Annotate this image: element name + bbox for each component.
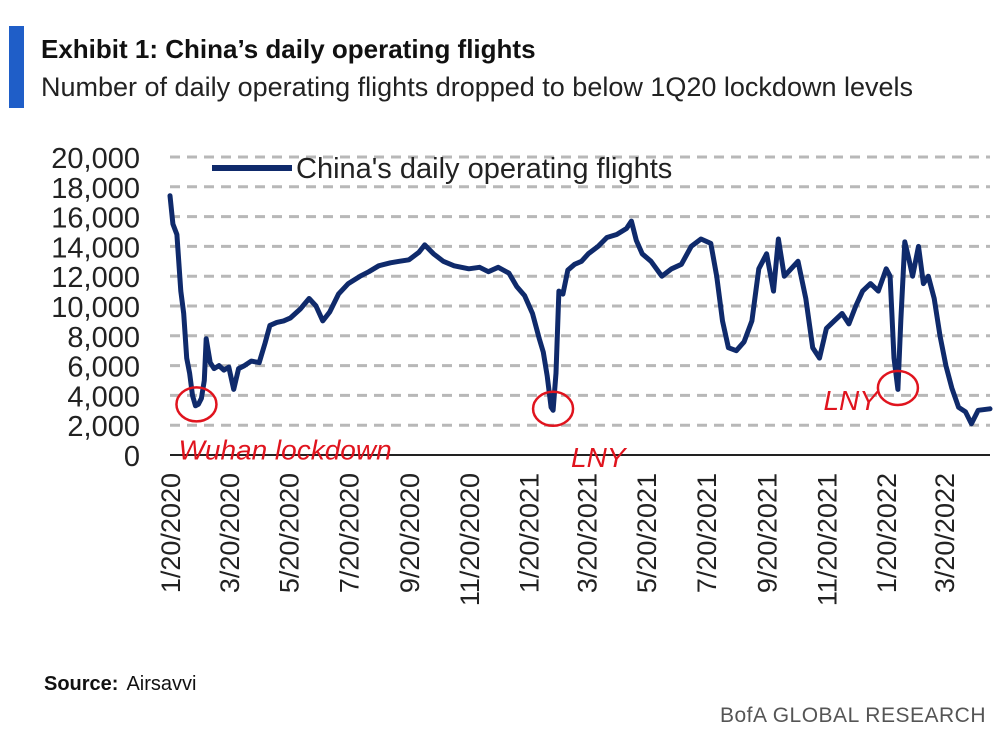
x-tick-label: 11/20/2020: [455, 473, 485, 606]
x-tick-label: 5/20/2020: [275, 473, 305, 593]
y-tick-label: 4,000: [67, 381, 140, 413]
y-tick-label: 20,000: [51, 143, 140, 175]
flights-line-chart: 02,0004,0006,0008,00010,00012,00014,0001…: [51, 143, 993, 606]
source-value: Airsavvi: [126, 673, 197, 695]
annotation-circle: [531, 390, 575, 428]
annotation-circle: [876, 369, 920, 407]
y-tick-label: 16,000: [51, 203, 140, 235]
x-tick-label: 5/20/2021: [632, 473, 662, 593]
x-tick-label: 3/20/2021: [572, 473, 602, 593]
series-line: [167, 193, 993, 427]
accent-bar: [9, 26, 24, 108]
brand-label: BofA GLOBAL RESEARCH: [720, 704, 986, 727]
x-tick-label: 7/20/2020: [334, 473, 364, 593]
series-layer: [167, 193, 993, 427]
chart-legend: China's daily operating flights: [212, 153, 672, 185]
y-tick-label: 0: [124, 441, 140, 473]
annotation-circle: [175, 386, 218, 423]
y-tick-label: 18,000: [51, 173, 140, 205]
y-tick-label: 2,000: [67, 411, 140, 443]
exhibit-subtitle: Number of daily operating flights droppe…: [41, 72, 914, 102]
y-tick-label: 14,000: [51, 232, 140, 264]
annotation-label: LNY: [823, 385, 880, 416]
y-tick-label: 8,000: [67, 322, 140, 354]
annotations: Wuhan lockdown LNY LNY: [175, 369, 920, 473]
x-tick-label: 1/20/2022: [872, 473, 902, 593]
x-tick-label: 11/20/2021: [812, 473, 842, 606]
annotation-label: LNY: [571, 442, 628, 473]
axes: 02,0004,0006,0008,00010,00012,00014,0001…: [51, 143, 990, 606]
y-tick-label: 12,000: [51, 262, 140, 294]
x-tick-label: 1/20/2021: [515, 473, 545, 593]
x-tick-label: 9/20/2020: [395, 473, 425, 593]
legend-label: China's daily operating flights: [296, 153, 672, 185]
y-tick-label: 10,000: [51, 292, 140, 324]
x-tick-label: 3/20/2020: [215, 473, 245, 593]
annotation-label: Wuhan lockdown: [178, 434, 391, 465]
y-tick-label: 6,000: [67, 352, 140, 384]
source-label: Source:: [44, 673, 119, 695]
exhibit-title: Exhibit 1: China’s daily operating fligh…: [41, 34, 536, 64]
x-tick-label: 1/20/2020: [156, 473, 186, 593]
grid-lines: [170, 155, 990, 427]
x-tick-label: 3/20/2022: [930, 473, 960, 593]
x-tick-label: 7/20/2021: [692, 473, 722, 593]
x-tick-label: 9/20/2021: [753, 473, 783, 593]
source-note: Source: Airsavvi: [44, 673, 196, 696]
